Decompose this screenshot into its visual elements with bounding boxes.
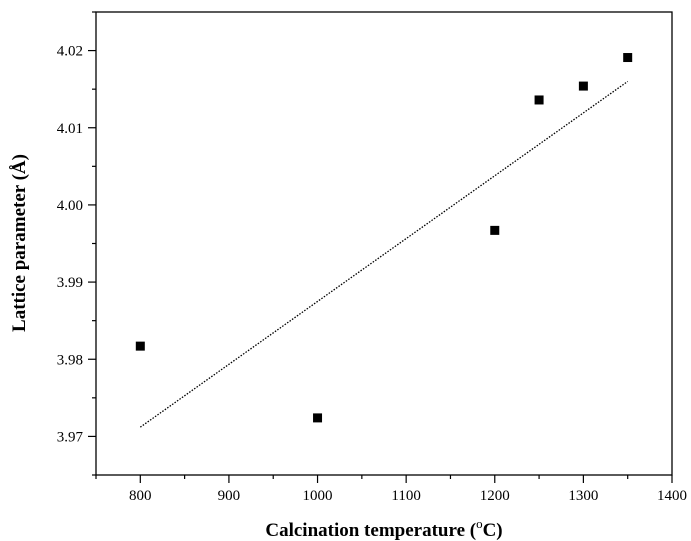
data-point — [135, 341, 145, 351]
y-tick-label: 3.99 — [57, 275, 83, 291]
data-point — [313, 413, 323, 423]
y-tick-label: 4.02 — [57, 44, 83, 60]
x-tick-label: 1000 — [303, 488, 333, 504]
x-tick-label: 1200 — [480, 488, 510, 504]
y-tick-label: 4.00 — [57, 198, 83, 214]
x-axis-title-superscript: o — [476, 516, 483, 531]
y-axis-title: Lattice parameter (Å) — [9, 154, 30, 332]
data-point — [534, 95, 544, 105]
data-point — [490, 225, 500, 235]
data-points — [135, 53, 633, 423]
data-point — [623, 53, 633, 63]
y-tick-label: 3.98 — [57, 352, 83, 368]
y-tick-label: 3.97 — [57, 429, 84, 445]
x-axis-title-unit: C) — [483, 520, 503, 541]
y-axis-ticks: 3.97 3.98 3.99 4.00 4.01 4.02 — [57, 11, 96, 476]
trendline-layer — [139, 80, 629, 428]
x-tick-label: 900 — [218, 488, 241, 504]
data-point — [578, 81, 588, 91]
plot-frame — [95, 11, 673, 476]
trendline — [139, 80, 629, 428]
x-tick-label: 1400 — [657, 488, 687, 504]
x-axis-title: Calcination temperature (oC) — [265, 516, 502, 541]
x-tick-label: 800 — [129, 488, 152, 504]
x-axis-ticks: 800 900 1000 1100 1200 1300 1400 — [95, 475, 687, 504]
y-tick-label: 4.01 — [57, 121, 83, 137]
x-tick-label: 1300 — [568, 488, 598, 504]
x-tick-label: 1100 — [391, 488, 420, 504]
